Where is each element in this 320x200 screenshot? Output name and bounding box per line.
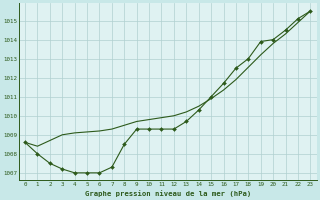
X-axis label: Graphe pression niveau de la mer (hPa): Graphe pression niveau de la mer (hPa) <box>84 190 251 197</box>
